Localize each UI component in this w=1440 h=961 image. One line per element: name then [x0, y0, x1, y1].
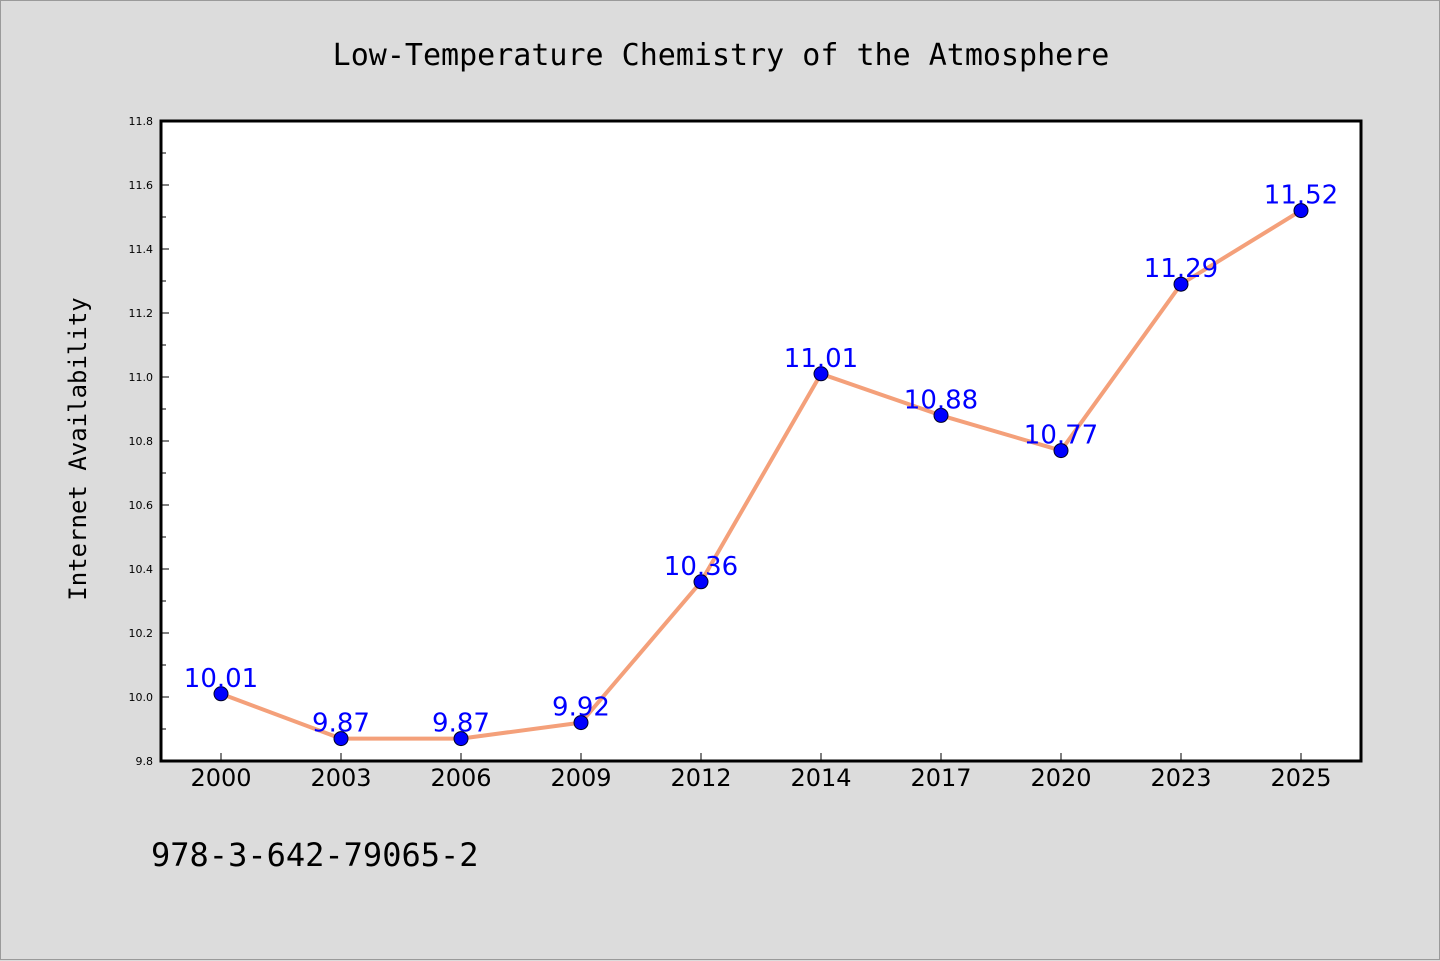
data-label-2025: 11.52 [1264, 181, 1338, 211]
data-point-2009 [573, 715, 589, 731]
y-tick-label: 10.4 [129, 563, 154, 576]
x-tick-label: 2023 [1150, 764, 1211, 792]
x-tick-label: 2025 [1270, 764, 1331, 792]
y-tick-label: 10.2 [129, 627, 154, 640]
y-axis: 9.8 10.0 10.2 10.4 10.6 10.8 11.0 11.2 11.4 11.6 1… [129, 115, 169, 768]
data-point-2020 [1053, 443, 1069, 459]
y-tick-label: 11.4 [129, 243, 154, 256]
x-tick-label: 2012 [670, 764, 731, 792]
y-tick-label: 9.8 [136, 755, 154, 768]
data-point-2014 [813, 366, 829, 382]
x-tick-label: 2003 [310, 764, 371, 792]
x-axis: 2000 2003 2006 2009 2012 2014 2017 2020 2023 2025 [190, 753, 1332, 792]
data-label-2023: 11.29 [1144, 254, 1218, 284]
data-point-2017 [933, 407, 949, 423]
y-tick-label: 11.2 [129, 307, 154, 320]
x-tick-label: 2000 [190, 764, 251, 792]
data-point-2003 [333, 731, 349, 747]
data-label-2014: 11.01 [784, 344, 858, 374]
data-label-2017: 10.88 [904, 385, 978, 415]
x-tick-label: 2020 [1030, 764, 1091, 792]
x-tick-label: 2006 [430, 764, 491, 792]
data-point-2025 [1293, 203, 1309, 219]
plot-area [159, 119, 1363, 763]
y-tick-label: 11.8 [129, 115, 154, 128]
footer-isbn: 978-3-642-79065-2 [151, 836, 479, 874]
x-tick-label: 2017 [910, 764, 971, 792]
x-tick-label: 2014 [790, 764, 851, 792]
y-tick-label: 11.0 [129, 371, 154, 384]
y-tick-label: 10.6 [129, 499, 154, 512]
y-tick-label: 10.0 [129, 691, 154, 704]
data-point-2012 [693, 574, 709, 590]
data-labels: 10.01 9.87 9.87 9.92 10.36 11.01 10.88 10.77 11.… [184, 181, 1338, 739]
data-label-2000: 10.01 [184, 664, 258, 694]
data-point-2006 [453, 731, 469, 747]
data-label-2012: 10.36 [664, 552, 738, 582]
y-tick-label: 10.8 [129, 435, 154, 448]
data-label-2003: 9.87 [312, 709, 370, 739]
chart-title: Low-Temperature Chemistry of the Atmosph… [333, 38, 1110, 73]
data-point-2023 [1173, 276, 1189, 292]
data-label-2009: 9.92 [552, 693, 610, 723]
series-markers [213, 203, 1309, 747]
data-label-2006: 9.87 [432, 709, 490, 739]
series-line [220, 208, 1303, 741]
x-tick-label: 2009 [550, 764, 611, 792]
data-point-2000 [213, 686, 229, 702]
data-label-2020: 10.77 [1024, 421, 1098, 451]
y-tick-label: 11.6 [129, 179, 154, 192]
y-axis-label: Internet Availability [64, 297, 92, 600]
